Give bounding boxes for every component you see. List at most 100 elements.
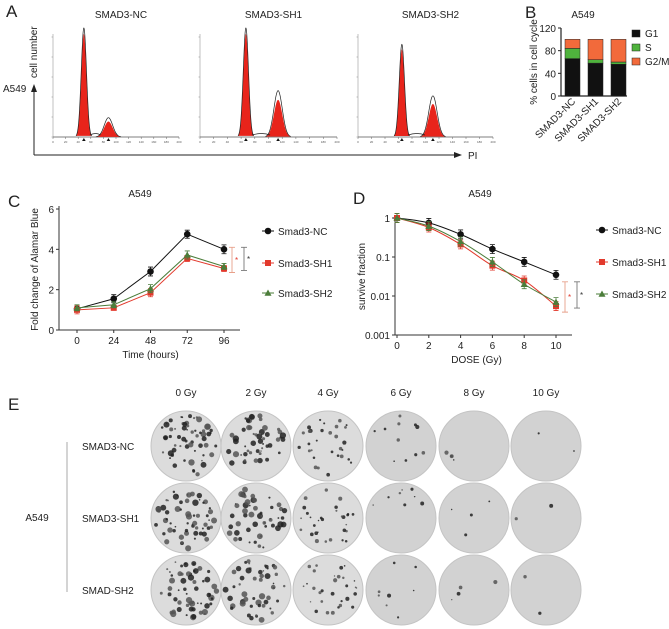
colony xyxy=(268,496,271,499)
legend-marker xyxy=(264,289,272,296)
y-tick-label: 6 xyxy=(48,205,54,216)
x-tick-label: 10 xyxy=(550,341,562,352)
colony xyxy=(201,459,203,462)
panel-label-c: C xyxy=(8,192,20,211)
colony xyxy=(354,586,357,589)
colony xyxy=(450,508,453,511)
x-tick-label: 80 xyxy=(253,140,257,144)
x-tick-label: 0 xyxy=(74,336,80,347)
colony xyxy=(320,428,324,433)
colony xyxy=(166,568,169,571)
series-line xyxy=(396,217,557,303)
dish xyxy=(510,410,582,482)
colony xyxy=(180,416,183,418)
culture-dish xyxy=(438,554,510,626)
colony xyxy=(168,571,171,573)
colony xyxy=(315,564,318,567)
peak-outline xyxy=(420,95,446,137)
legend-swatch xyxy=(631,43,641,52)
colony xyxy=(392,561,396,565)
colony xyxy=(262,521,267,525)
colony xyxy=(182,421,188,427)
colony xyxy=(179,508,182,511)
colony xyxy=(403,503,407,507)
colony xyxy=(185,603,190,608)
colony xyxy=(209,428,213,433)
x-tick-label: 60 xyxy=(239,140,243,144)
histogram-title: SMAD3-SH2 xyxy=(402,10,460,21)
colony xyxy=(275,437,281,442)
peak-fit xyxy=(238,34,254,136)
colony xyxy=(250,493,256,499)
panel-label-a: A xyxy=(6,2,18,21)
colony xyxy=(179,444,182,448)
colony xyxy=(414,565,417,569)
peak-marker xyxy=(82,138,86,141)
colony xyxy=(240,454,242,456)
colony xyxy=(277,451,281,455)
dish xyxy=(365,410,437,482)
x-tick-label: 4 xyxy=(458,341,464,352)
colony xyxy=(256,533,263,540)
colony xyxy=(177,589,180,592)
colony xyxy=(258,452,262,456)
series-smad3-sh1 xyxy=(394,213,559,311)
colony xyxy=(167,499,169,502)
colony xyxy=(338,603,343,608)
colony xyxy=(239,600,246,607)
colony xyxy=(172,463,178,468)
colony xyxy=(372,504,374,506)
colony xyxy=(259,573,264,579)
colony xyxy=(319,516,323,520)
colony xyxy=(264,432,270,437)
colony xyxy=(193,537,196,540)
colony xyxy=(248,511,255,518)
colony xyxy=(268,517,273,522)
colony xyxy=(270,505,274,510)
colony xyxy=(177,434,182,439)
dose-label: 6 Gy xyxy=(390,388,411,399)
colony xyxy=(207,509,214,515)
colony xyxy=(300,517,302,520)
colony xyxy=(312,456,316,459)
y-tick-label: 1 xyxy=(384,214,390,225)
colony xyxy=(202,501,205,504)
peak-fit xyxy=(95,121,122,137)
dish xyxy=(365,482,437,554)
x-tick-label: 160 xyxy=(307,140,312,144)
colony xyxy=(211,583,218,590)
colony xyxy=(258,616,265,623)
colony xyxy=(349,461,353,464)
colony xyxy=(165,517,168,521)
colony xyxy=(250,440,257,446)
colony xyxy=(488,500,491,503)
x-tick-label: 40 xyxy=(383,140,387,144)
colony xyxy=(192,514,196,517)
colony xyxy=(345,523,348,526)
colony xyxy=(248,504,251,507)
culture-dish xyxy=(150,410,222,482)
colony xyxy=(301,431,305,435)
dish xyxy=(292,554,364,626)
colony xyxy=(451,598,453,601)
colony xyxy=(248,451,253,455)
colony xyxy=(449,454,454,459)
histogram-0: SMAD3-NC 0 20 40 60 80 100 120 140 160 180 200 xyxy=(51,10,182,144)
colony xyxy=(257,413,263,419)
colony xyxy=(229,513,235,519)
colony xyxy=(246,613,251,618)
colony xyxy=(345,424,348,427)
chart-title: A549 xyxy=(468,189,492,200)
row-label: SMAD3-SH1 xyxy=(82,514,140,525)
colony xyxy=(183,459,186,462)
colony xyxy=(211,517,218,524)
x-tick-label: 140 xyxy=(450,140,455,144)
panel-label-d: D xyxy=(353,189,365,208)
colony xyxy=(252,432,255,436)
colony xyxy=(169,522,172,525)
colony xyxy=(398,491,402,495)
colony xyxy=(420,501,425,506)
culture-dish xyxy=(510,410,582,482)
colony xyxy=(209,452,215,458)
colony xyxy=(195,472,200,477)
